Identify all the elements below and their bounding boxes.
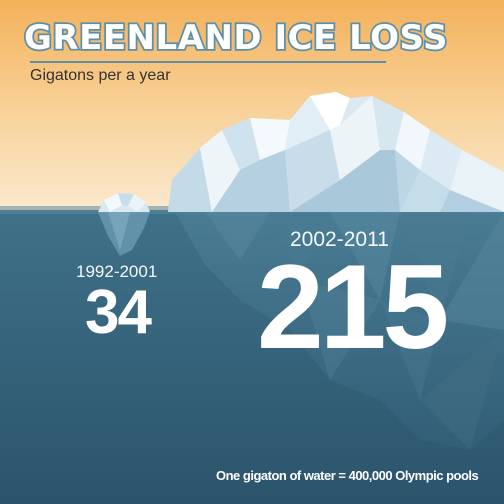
page-subtitle: Gigatons per a year bbox=[30, 67, 171, 84]
period-2-value: 215 bbox=[257, 240, 449, 374]
period-1-value: 34 bbox=[85, 278, 152, 347]
title-divider bbox=[30, 61, 386, 63]
page-title: GREENLAND ICE LOSS bbox=[22, 16, 449, 60]
period-1-label: 1992-2001 bbox=[76, 262, 158, 281]
large-iceberg-underwater bbox=[175, 212, 504, 450]
small-iceberg bbox=[98, 193, 150, 256]
period-2-label: 2002-2011 bbox=[290, 228, 389, 251]
large-iceberg bbox=[168, 92, 504, 212]
footnote: One gigaton of water = 400,000 Olympic p… bbox=[216, 468, 479, 483]
